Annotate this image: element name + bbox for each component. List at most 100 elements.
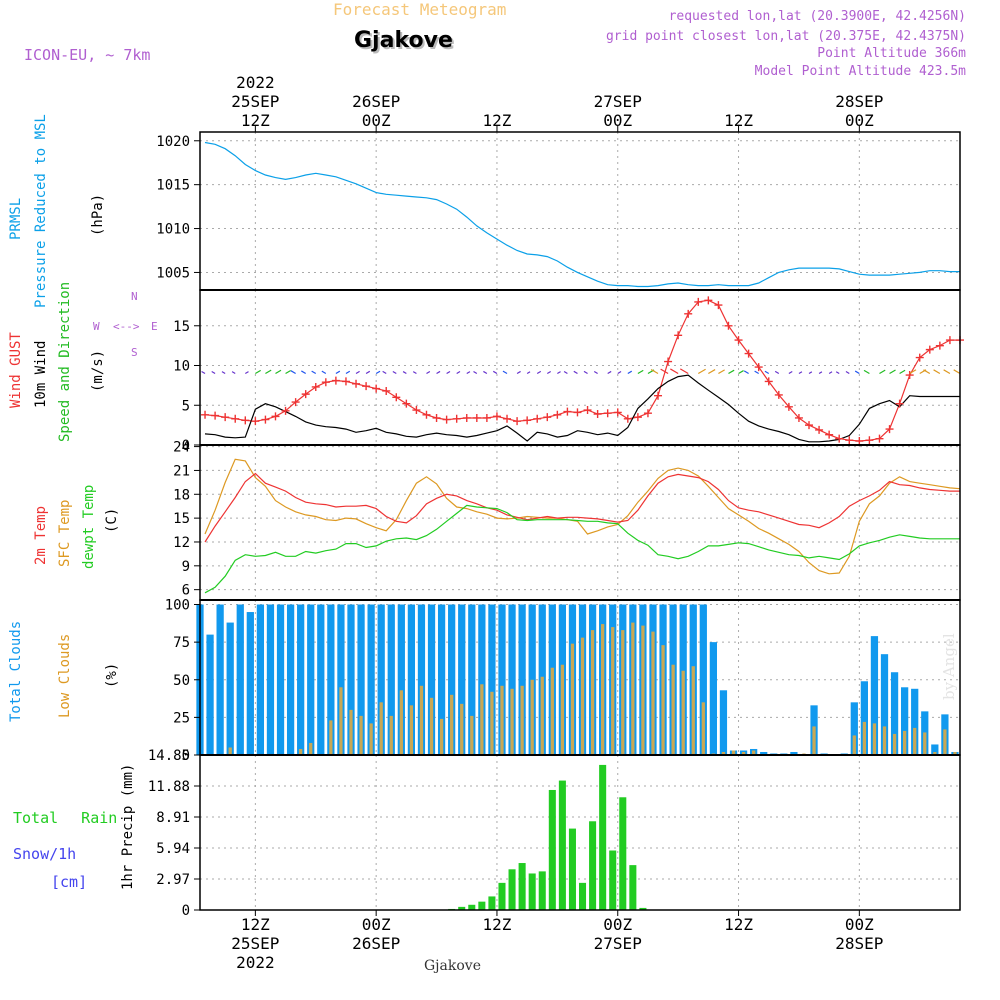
wind-direction-arrow — [502, 370, 508, 374]
wind-direction-arrow — [788, 370, 793, 374]
gust-marker — [251, 417, 260, 426]
total-cloud-bar — [206, 634, 214, 755]
wind-direction-arrow — [375, 370, 381, 374]
wind-direction-arrow — [382, 370, 387, 374]
low-cloud-bar — [631, 622, 635, 755]
total-cloud-bar — [850, 702, 858, 755]
gust-marker — [412, 406, 421, 415]
low-cloud-bar — [299, 748, 303, 755]
total-cloud-bar — [458, 604, 466, 755]
wind-direction-arrow — [774, 370, 780, 374]
snow-label: Snow/1h — [13, 845, 77, 863]
frame-layer — [199, 131, 961, 911]
total-cloud-bar — [377, 604, 385, 755]
total-cloud-bar — [236, 604, 244, 755]
gust-marker — [503, 414, 512, 423]
total-cloud-bar — [216, 604, 224, 755]
rain-bar — [548, 789, 556, 910]
product-title: Forecast Meteogram — [333, 0, 507, 19]
ytick-label: 10 — [173, 359, 190, 375]
time-label-bottom: 26SEP — [352, 934, 400, 953]
gust-marker — [875, 434, 884, 443]
gust-marker — [654, 391, 663, 400]
wind-direction-arrow — [321, 370, 327, 374]
low-cloud-bar — [439, 718, 444, 755]
compass-w: W — [93, 320, 100, 333]
ytick-label: 24 — [173, 440, 190, 456]
wind-direction-arrow — [845, 371, 850, 374]
gust-marker — [231, 414, 240, 423]
low-cloud-bar — [882, 726, 887, 755]
rain-bar — [599, 764, 607, 910]
total-cloud-bar — [417, 604, 426, 755]
ytick-label: 25 — [173, 710, 190, 726]
gust-marker — [825, 430, 834, 439]
gust-marker — [945, 336, 954, 345]
gust-marker — [382, 386, 391, 395]
pressure-line — [204, 141, 960, 288]
gust-marker — [513, 417, 522, 426]
wind-direction-arrow — [660, 368, 669, 374]
gust-marker — [523, 416, 532, 425]
wind-direction-arrow — [808, 371, 813, 374]
gust-marker — [442, 415, 451, 424]
ytick-label: 100 — [165, 598, 190, 614]
snow-unit: [cm] — [51, 873, 88, 891]
gust-marker — [714, 301, 723, 310]
low-cloud-bar — [852, 735, 856, 755]
ytick-label: 75 — [173, 635, 190, 651]
gust-marker — [321, 378, 330, 387]
wind-direction-arrow — [290, 370, 296, 374]
wind-direction-arrow — [754, 370, 759, 374]
total-cloud-bar — [286, 604, 295, 755]
wind-direction-arrow — [345, 370, 351, 374]
wind-direction-arrow — [708, 369, 716, 374]
time-label-bottom: 25SEP — [231, 934, 279, 953]
grid-coords: grid point closest lon,lat (20.375E, 42.… — [605, 29, 966, 44]
total-cloud-bar — [307, 604, 315, 755]
wind-direction-arrow — [670, 368, 679, 374]
low-cloud-bar — [611, 627, 615, 755]
gust-marker — [744, 349, 753, 358]
axis-layer: 1005101010151020051015691215182124025507… — [148, 73, 884, 972]
low-cloud-bar — [923, 732, 927, 755]
wind-direction-arrow — [923, 369, 931, 374]
ytick-label: 0 — [182, 748, 190, 764]
total-cloud-bar — [226, 622, 234, 755]
wind-direction-arrow — [909, 369, 917, 374]
pressure-frame — [199, 131, 961, 291]
rain-bar — [558, 780, 566, 910]
rain-bar — [528, 873, 536, 910]
low-cloud-bar — [892, 733, 897, 755]
gust-marker — [754, 363, 763, 372]
total-cloud-bar — [437, 604, 446, 755]
low-cloud-bar — [379, 702, 383, 755]
total-cloud-bar — [790, 751, 798, 755]
low-cloud-bar — [943, 729, 947, 755]
wind-direction-arrow — [265, 369, 272, 374]
wind-direction-arrow — [583, 370, 588, 374]
requested-coords: requested lon,lat (20.3900E, 42.4256N) — [668, 9, 966, 24]
low-cloud-bar — [580, 637, 585, 755]
time-label-bottom: 12Z — [241, 915, 270, 934]
wind-direction-arrow — [311, 370, 317, 374]
gust-marker — [281, 406, 290, 415]
ytick-label: 0 — [182, 438, 190, 454]
total-cloud-bar — [518, 604, 526, 755]
cloud-unit: (%) — [104, 662, 120, 688]
ytick-label: 12 — [173, 535, 190, 551]
gust-marker — [553, 410, 562, 419]
low-cloud-bar — [691, 666, 695, 755]
total-rain-label: Total Rain — [13, 809, 118, 827]
gust-marker — [301, 390, 310, 399]
gust-marker — [603, 409, 612, 418]
low-cloud-bar — [862, 721, 867, 755]
compass-e: E — [151, 320, 158, 333]
wind-10m-label: 10m Wind — [33, 340, 49, 408]
ytick-label: 14.85 — [148, 748, 190, 764]
gust-marker — [805, 421, 814, 430]
t2m-label: 2m Temp — [33, 505, 49, 565]
low-cloud-bar — [641, 625, 645, 755]
low-cloud-bar — [752, 750, 756, 755]
time-label-bottom: 12Z — [724, 915, 753, 934]
